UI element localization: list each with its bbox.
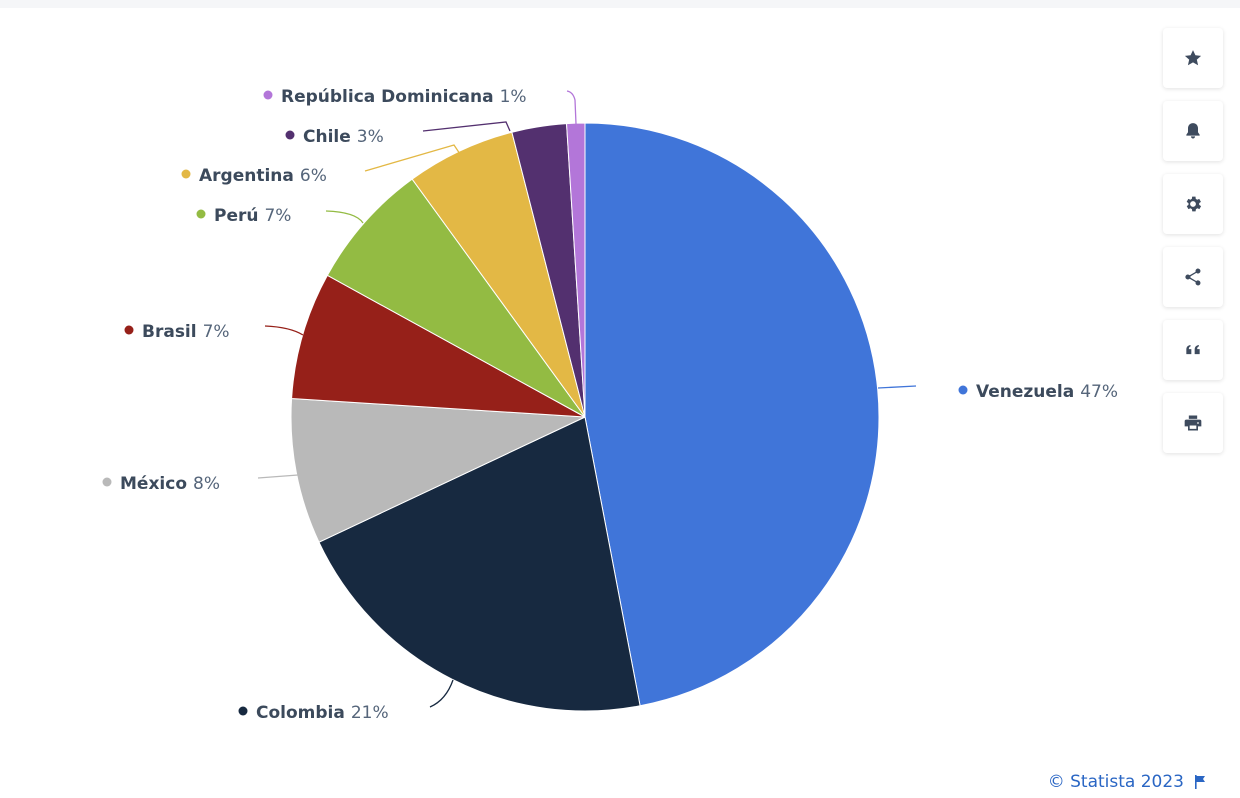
slice-label: Colombia 21%	[256, 703, 389, 723]
slice-label-name: México	[120, 474, 187, 494]
star-icon	[1184, 50, 1202, 66]
slice-label-value: 3%	[357, 127, 384, 147]
quote-icon	[1186, 345, 1200, 355]
slice-label: República Dominicana 1%	[281, 87, 527, 107]
slice-label: Chile 3%	[303, 127, 384, 147]
cite-button[interactable]	[1163, 320, 1223, 380]
slice-label-name: República Dominicana	[281, 87, 494, 107]
slice-label-value: 21%	[351, 703, 389, 723]
notification-button[interactable]	[1163, 101, 1223, 161]
pie-slices	[290, 122, 880, 712]
label-dot	[181, 169, 191, 179]
flag-icon	[1195, 775, 1205, 789]
slice-label: Venezuela 47%	[976, 382, 1118, 402]
label-dot	[238, 706, 248, 716]
settings-button[interactable]	[1163, 174, 1223, 234]
pie-slice-colombia[interactable]	[318, 416, 641, 712]
gear-icon	[1186, 196, 1202, 212]
slice-label: Perú 7%	[214, 206, 291, 226]
slice-label-value: 7%	[264, 206, 291, 226]
slice-label: Brasil 7%	[142, 322, 230, 342]
print-button[interactable]	[1163, 393, 1223, 453]
pie-slice-m-xico[interactable]	[290, 398, 586, 543]
slice-label-name: Argentina	[199, 166, 294, 186]
pie-slice-venezuela[interactable]	[584, 122, 880, 707]
slice-label-value: 7%	[203, 322, 230, 342]
slice-label-value: 8%	[193, 474, 220, 494]
connector-line	[257, 474, 299, 479]
connector-line	[429, 679, 454, 708]
label-dot	[124, 325, 134, 335]
connector-line	[566, 90, 577, 125]
label-dot	[102, 477, 112, 487]
connector-line	[364, 144, 461, 172]
slice-label-value: 6%	[300, 166, 327, 186]
connector-line	[264, 325, 304, 336]
label-dot	[263, 90, 273, 100]
chart-toolbar	[1163, 28, 1223, 466]
share-button[interactable]	[1163, 247, 1223, 307]
connector-line	[422, 121, 511, 132]
connector-line	[877, 385, 917, 389]
favorite-button[interactable]	[1163, 28, 1223, 88]
slice-label: México 8%	[120, 474, 220, 494]
slice-label-value: 1%	[500, 87, 527, 107]
bell-icon	[1186, 123, 1200, 139]
label-dot	[958, 385, 968, 395]
statista-credit[interactable]: © Statista 2023	[1048, 772, 1206, 792]
label-dot	[285, 130, 295, 140]
slice-label-name: Brasil	[142, 322, 197, 342]
label-connectors	[257, 90, 917, 708]
slice-label-name: Venezuela	[976, 382, 1074, 402]
slice-label-name: Colombia	[256, 703, 345, 723]
label-dot	[196, 209, 206, 219]
slice-labels: Venezuela 47%Colombia 21%México 8%Brasil 7%P…	[102, 87, 1118, 723]
share-icon	[1185, 268, 1201, 286]
slice-label: Argentina 6%	[199, 166, 327, 186]
connector-line	[325, 210, 364, 224]
slice-label-name: Perú	[214, 206, 258, 226]
credit-text: © Statista 2023	[1047, 772, 1184, 792]
slice-label-name: Chile	[303, 127, 351, 147]
printer-icon	[1184, 415, 1202, 431]
slice-label-value: 47%	[1080, 382, 1118, 402]
pie-slice-per-[interactable]	[326, 178, 586, 418]
